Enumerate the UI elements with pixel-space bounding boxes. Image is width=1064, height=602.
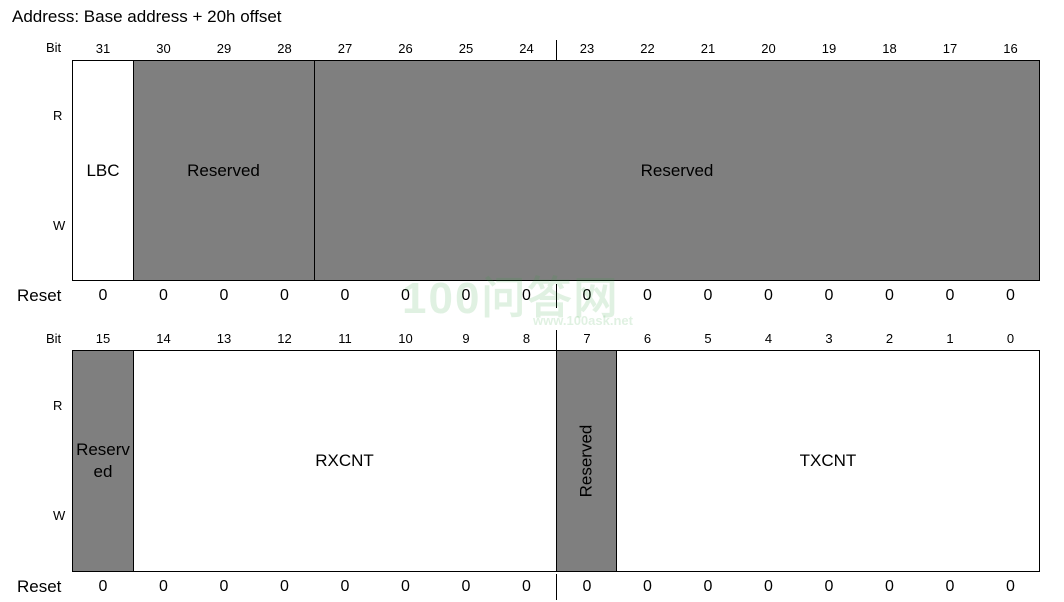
- divider-8-7: [556, 350, 557, 572]
- reset-value: 0: [461, 578, 471, 595]
- reset-value: 0: [643, 578, 652, 595]
- reset-value: 0: [522, 578, 531, 595]
- bit-number: 6: [643, 331, 652, 346]
- field-reserved-7: Reserved: [556, 351, 616, 571]
- bit-number: 4: [764, 331, 773, 346]
- lower-right-border: [1039, 350, 1040, 572]
- bit-number: 30: [156, 41, 171, 56]
- bit-number: 24: [519, 41, 534, 56]
- bit-number: 17: [942, 41, 958, 56]
- bit-number: 29: [216, 41, 232, 56]
- reset-value: 0: [824, 578, 834, 595]
- reset-value: 0: [159, 287, 168, 304]
- bit-number: 19: [821, 41, 837, 56]
- byte-tick-upper-reset: [556, 284, 557, 308]
- reset-value: 0: [582, 578, 592, 595]
- field-reserved-7-label: Reserved: [576, 424, 596, 498]
- reset-value: 0: [945, 287, 955, 304]
- byte-tick-lower: [556, 330, 557, 350]
- reset-value: 0: [764, 578, 773, 595]
- upper-bottom-border: [72, 280, 1040, 281]
- read-label: R: [53, 108, 63, 123]
- register-address: Address: Base address + 20h offset: [12, 7, 282, 26]
- read-label-lower: R: [53, 398, 63, 413]
- bit-number: 22: [640, 41, 655, 56]
- bit-number: 10: [398, 331, 413, 346]
- bit-number: 20: [761, 41, 776, 56]
- field-txcnt: TXCNT: [616, 351, 1040, 571]
- write-label: W: [53, 218, 66, 233]
- byte-tick-lower-reset: [556, 574, 557, 600]
- reset-value: 0: [280, 287, 289, 304]
- bit-number: 11: [338, 331, 352, 346]
- byte-tick-upper: [556, 40, 557, 60]
- reset-value: 0: [885, 287, 894, 304]
- reset-value: 0: [98, 287, 108, 304]
- reset-value: 0: [522, 287, 531, 304]
- reset-value: 0: [582, 287, 592, 304]
- reset-value: 0: [401, 578, 410, 595]
- bit-header-label-lower: Bit: [46, 331, 62, 346]
- upper-top-border: [72, 60, 1040, 61]
- reset-value: 0: [98, 578, 108, 595]
- bit-number: 25: [458, 41, 474, 56]
- reset-value: 0: [1006, 578, 1015, 595]
- bit-number: 13: [216, 331, 232, 346]
- bit-number: 1: [946, 331, 954, 346]
- divider-28-27: [314, 60, 315, 281]
- bit-number: 14: [156, 331, 171, 346]
- reset-value: 0: [824, 287, 834, 304]
- divider-31-30: [133, 60, 134, 281]
- reset-value: 0: [461, 287, 471, 304]
- bit-number: 16: [1003, 41, 1018, 56]
- reset-value: 0: [945, 578, 955, 595]
- lower-left-border: [72, 350, 73, 572]
- reset-value: 0: [159, 578, 168, 595]
- field-reserved-15: Reserv ed: [73, 351, 133, 571]
- reset-value: 0: [703, 287, 713, 304]
- divider-7-6: [616, 350, 617, 572]
- bit-number: 23: [579, 41, 595, 56]
- divider-15-14: [133, 350, 134, 572]
- bit-number: 28: [277, 41, 292, 56]
- bit-header-label: Bit: [46, 40, 62, 55]
- bit-number: 7: [583, 331, 591, 346]
- field-lbc: LBC: [73, 61, 133, 281]
- write-label-lower: W: [53, 508, 66, 523]
- bit-number: 26: [398, 41, 413, 56]
- upper-right-border: [1039, 60, 1040, 281]
- upper-left-border: [72, 60, 73, 281]
- reset-value: 0: [885, 578, 894, 595]
- bit-number: 9: [462, 331, 470, 346]
- reset-value: 0: [340, 287, 350, 304]
- field-reserved-27-16: Reserved: [314, 61, 1040, 281]
- bit-number: 8: [522, 331, 531, 346]
- reset-value: 0: [340, 578, 350, 595]
- reset-value: 0: [219, 287, 229, 304]
- reset-value: 0: [764, 287, 773, 304]
- reset-value: 0: [219, 578, 229, 595]
- field-reserved-30-28: Reserved: [133, 61, 314, 281]
- bit-number: 15: [95, 331, 111, 346]
- field-rxcnt: RXCNT: [133, 351, 556, 571]
- bit-number: 5: [704, 331, 712, 346]
- bit-number: 27: [337, 41, 353, 56]
- reset-value: 0: [1006, 287, 1015, 304]
- bit-number: 18: [882, 41, 897, 56]
- reset-value: 0: [703, 578, 713, 595]
- bit-number: 0: [1006, 331, 1015, 346]
- bit-number: 12: [277, 331, 292, 346]
- reset-value: 0: [280, 578, 289, 595]
- watermark-url: www.100ask.net: [533, 313, 633, 328]
- bit-number: 31: [95, 41, 111, 56]
- reset-value: 0: [401, 287, 410, 304]
- bit-number: 21: [700, 41, 716, 56]
- reset-value: 0: [643, 287, 652, 304]
- bit-number: 3: [825, 331, 833, 346]
- reset-label-lower: Reset: [17, 577, 62, 596]
- bit-number: 2: [885, 331, 894, 346]
- reset-label-upper: Reset: [17, 286, 62, 305]
